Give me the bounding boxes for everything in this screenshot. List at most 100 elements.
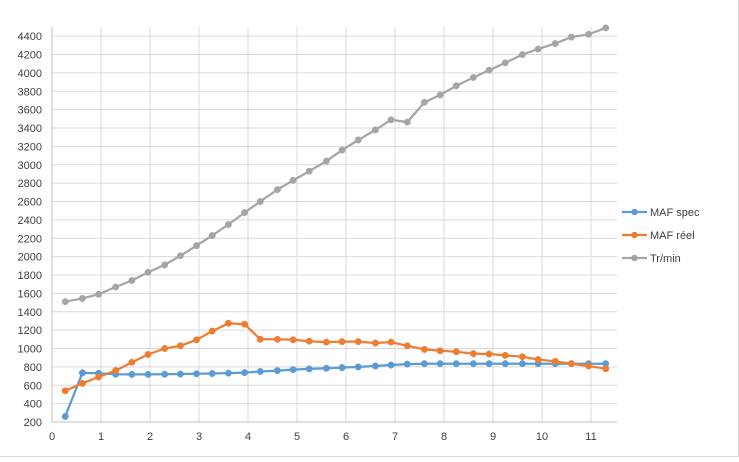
x-tick-label: 11	[585, 431, 596, 443]
data-point	[95, 290, 103, 298]
series-lines	[61, 24, 610, 420]
legend: MAF spec MAF réel Tr/min	[622, 207, 700, 265]
legend-swatch-marker	[631, 254, 638, 262]
y-tick-label: 4000	[18, 68, 42, 80]
data-point	[436, 360, 444, 368]
legend-label: MAF réel	[650, 230, 695, 242]
legend-item: MAF réel	[622, 230, 695, 242]
data-point	[469, 360, 477, 368]
x-tick-label: 9	[490, 431, 496, 443]
data-point	[585, 362, 592, 370]
data-point	[354, 363, 362, 371]
grid	[52, 27, 617, 423]
data-point	[224, 221, 232, 228]
x-tick-label: 10	[536, 431, 548, 443]
data-point	[176, 342, 184, 350]
y-tick-label: 3800	[18, 86, 42, 98]
y-tick-label: 4400	[18, 31, 42, 43]
data-point	[567, 33, 575, 41]
data-point	[112, 367, 120, 375]
data-point	[403, 360, 411, 368]
data-point	[256, 368, 264, 375]
data-point	[585, 30, 592, 38]
data-point	[403, 342, 411, 350]
data-point	[273, 367, 281, 375]
y-tick-label: 1800	[18, 270, 42, 282]
data-point	[305, 167, 313, 175]
data-point	[322, 338, 330, 346]
y-axis-tick-labels: 200 400 600 800 1000 1200 1400 1600 1800 2000 2200…	[18, 31, 42, 429]
data-point	[256, 198, 264, 205]
y-tick-label: 600	[24, 380, 42, 392]
data-point	[501, 59, 509, 67]
x-tick-label: 3	[196, 431, 202, 443]
series-line	[64, 26, 607, 303]
data-point	[78, 294, 86, 302]
data-point	[161, 261, 169, 269]
data-point	[452, 348, 460, 356]
series-maf-r-el	[61, 319, 610, 395]
data-point	[144, 351, 152, 358]
data-point	[436, 347, 444, 355]
data-point	[128, 358, 136, 366]
data-point	[176, 370, 184, 378]
data-point	[354, 338, 362, 346]
x-axis-tick-labels: 0 1 2 3 4 5 6 7 8 9 10 11	[49, 431, 597, 443]
x-tick-label: 5	[294, 431, 300, 443]
data-point	[305, 365, 313, 373]
legend-swatch-marker	[631, 208, 638, 216]
data-point	[567, 360, 575, 368]
data-point	[387, 338, 395, 346]
data-point	[241, 209, 249, 217]
x-tick-label: 0	[49, 431, 55, 443]
data-point	[534, 45, 542, 53]
x-tick-label: 2	[147, 431, 153, 443]
data-point	[338, 364, 346, 372]
y-tick-label: 3200	[18, 141, 42, 153]
legend-label: Tr/min	[650, 253, 681, 265]
data-point	[518, 353, 526, 361]
series-tr-min	[61, 24, 610, 306]
x-tick-label: 4	[245, 431, 251, 443]
data-point	[322, 364, 330, 372]
data-point	[144, 370, 152, 378]
y-tick-label: 2600	[18, 197, 42, 209]
data-point	[161, 345, 169, 352]
axes	[51, 27, 617, 423]
data-point	[518, 360, 526, 368]
y-tick-label: 400	[24, 399, 42, 411]
data-point	[241, 320, 249, 328]
data-point	[534, 356, 542, 363]
data-point	[208, 232, 216, 239]
data-point	[338, 146, 346, 154]
data-point	[305, 337, 313, 345]
data-point	[273, 335, 281, 343]
data-point	[371, 126, 379, 134]
y-tick-label: 4200	[18, 50, 42, 62]
data-point	[469, 74, 477, 81]
data-point	[551, 40, 559, 47]
legend-item: Tr/min	[622, 253, 681, 265]
data-point	[436, 91, 444, 99]
data-point	[61, 413, 69, 420]
data-point	[338, 338, 346, 346]
data-point	[208, 370, 216, 377]
y-tick-label: 2000	[18, 252, 42, 264]
y-tick-label: 3000	[18, 160, 42, 172]
data-point	[61, 298, 69, 306]
data-point	[518, 51, 526, 59]
data-point	[289, 176, 297, 184]
data-point	[403, 118, 411, 126]
data-point	[224, 319, 232, 327]
data-point	[485, 360, 493, 368]
data-point	[256, 335, 264, 343]
data-point	[78, 379, 86, 387]
legend-item: MAF spec	[622, 207, 700, 219]
data-point	[289, 336, 297, 344]
data-point	[501, 351, 509, 359]
data-point	[452, 82, 460, 90]
data-point	[452, 360, 460, 368]
data-point	[501, 360, 509, 368]
